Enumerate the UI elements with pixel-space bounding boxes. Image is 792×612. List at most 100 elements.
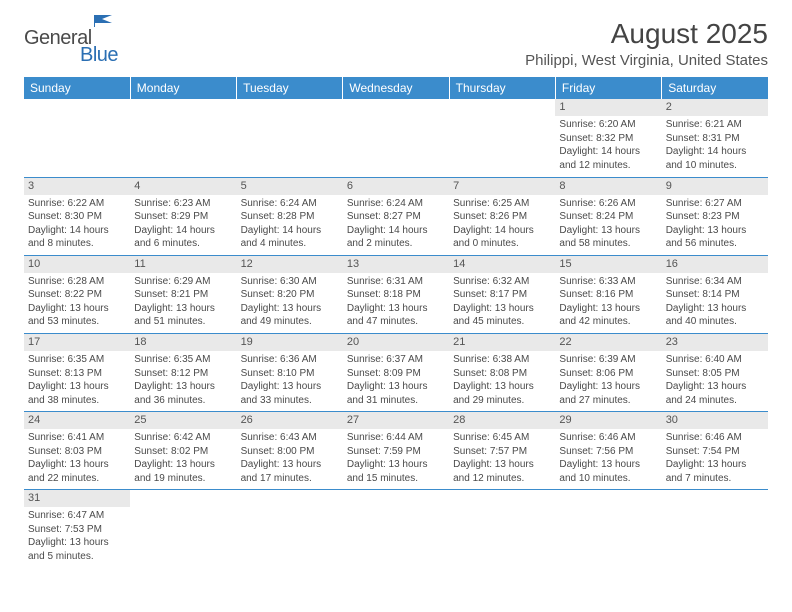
day-details: Sunrise: 6:20 AMSunset: 8:32 PMDaylight:… [555, 116, 661, 176]
daylight-text: Daylight: 14 hours and 2 minutes. [347, 224, 445, 251]
logo-text-blue: Blue [80, 44, 118, 67]
calendar-day-cell: 21Sunrise: 6:38 AMSunset: 8:08 PMDayligh… [449, 333, 555, 411]
calendar-day-cell: 23Sunrise: 6:40 AMSunset: 8:05 PMDayligh… [662, 333, 768, 411]
daylight-text: Daylight: 13 hours and 19 minutes. [134, 458, 232, 485]
calendar-day-cell: 29Sunrise: 6:46 AMSunset: 7:56 PMDayligh… [555, 412, 661, 490]
daylight-text: Daylight: 13 hours and 47 minutes. [347, 302, 445, 329]
day-number: 11 [130, 256, 236, 273]
sunset-text: Sunset: 8:03 PM [28, 445, 126, 459]
title-block: August 2025 Philippi, West Virginia, Uni… [525, 18, 768, 75]
calendar-week-row: 10Sunrise: 6:28 AMSunset: 8:22 PMDayligh… [24, 255, 768, 333]
day-details: Sunrise: 6:45 AMSunset: 7:57 PMDaylight:… [449, 429, 555, 489]
sunset-text: Sunset: 7:56 PM [559, 445, 657, 459]
daylight-text: Daylight: 14 hours and 6 minutes. [134, 224, 232, 251]
day-number: 31 [24, 490, 130, 507]
sunset-text: Sunset: 8:06 PM [559, 367, 657, 381]
daylight-text: Daylight: 13 hours and 24 minutes. [666, 380, 764, 407]
day-details: Sunrise: 6:23 AMSunset: 8:29 PMDaylight:… [130, 195, 236, 255]
day-number: 19 [237, 334, 343, 351]
day-number: 14 [449, 256, 555, 273]
day-number: 30 [662, 412, 768, 429]
sunrise-text: Sunrise: 6:22 AM [28, 197, 126, 211]
day-number: 8 [555, 178, 661, 195]
calendar-day-cell: 6Sunrise: 6:24 AMSunset: 8:27 PMDaylight… [343, 177, 449, 255]
sunrise-text: Sunrise: 6:27 AM [666, 197, 764, 211]
day-number: 12 [237, 256, 343, 273]
logo: GeneralBlue [24, 18, 118, 67]
sunrise-text: Sunrise: 6:36 AM [241, 353, 339, 367]
sunrise-text: Sunrise: 6:42 AM [134, 431, 232, 445]
calendar-empty-cell [449, 99, 555, 177]
calendar-page: GeneralBlue August 2025 Philippi, West V… [0, 0, 792, 578]
day-number: 18 [130, 334, 236, 351]
daylight-text: Daylight: 13 hours and 7 minutes. [666, 458, 764, 485]
day-number: 7 [449, 178, 555, 195]
sunrise-text: Sunrise: 6:46 AM [559, 431, 657, 445]
sunset-text: Sunset: 8:17 PM [453, 288, 551, 302]
daylight-text: Daylight: 13 hours and 22 minutes. [28, 458, 126, 485]
daylight-text: Daylight: 13 hours and 10 minutes. [559, 458, 657, 485]
sunset-text: Sunset: 8:13 PM [28, 367, 126, 381]
sunrise-text: Sunrise: 6:29 AM [134, 275, 232, 289]
day-details: Sunrise: 6:38 AMSunset: 8:08 PMDaylight:… [449, 351, 555, 411]
calendar-table: SundayMondayTuesdayWednesdayThursdayFrid… [24, 77, 768, 568]
day-details: Sunrise: 6:27 AMSunset: 8:23 PMDaylight:… [662, 195, 768, 255]
weekday-header-row: SundayMondayTuesdayWednesdayThursdayFrid… [24, 77, 768, 99]
calendar-day-cell: 18Sunrise: 6:35 AMSunset: 8:12 PMDayligh… [130, 333, 236, 411]
sunset-text: Sunset: 8:27 PM [347, 210, 445, 224]
day-details: Sunrise: 6:40 AMSunset: 8:05 PMDaylight:… [662, 351, 768, 411]
calendar-day-cell: 12Sunrise: 6:30 AMSunset: 8:20 PMDayligh… [237, 255, 343, 333]
day-details: Sunrise: 6:46 AMSunset: 7:54 PMDaylight:… [662, 429, 768, 489]
calendar-day-cell: 13Sunrise: 6:31 AMSunset: 8:18 PMDayligh… [343, 255, 449, 333]
sunrise-text: Sunrise: 6:45 AM [453, 431, 551, 445]
calendar-empty-cell [449, 490, 555, 568]
day-number: 17 [24, 334, 130, 351]
day-details: Sunrise: 6:35 AMSunset: 8:12 PMDaylight:… [130, 351, 236, 411]
daylight-text: Daylight: 13 hours and 17 minutes. [241, 458, 339, 485]
sunrise-text: Sunrise: 6:37 AM [347, 353, 445, 367]
sunset-text: Sunset: 8:31 PM [666, 132, 764, 146]
daylight-text: Daylight: 13 hours and 42 minutes. [559, 302, 657, 329]
sunset-text: Sunset: 8:20 PM [241, 288, 339, 302]
daylight-text: Daylight: 13 hours and 38 minutes. [28, 380, 126, 407]
calendar-day-cell: 30Sunrise: 6:46 AMSunset: 7:54 PMDayligh… [662, 412, 768, 490]
daylight-text: Daylight: 13 hours and 33 minutes. [241, 380, 339, 407]
daylight-text: Daylight: 13 hours and 45 minutes. [453, 302, 551, 329]
sunset-text: Sunset: 8:00 PM [241, 445, 339, 459]
sunset-text: Sunset: 8:24 PM [559, 210, 657, 224]
day-number: 6 [343, 178, 449, 195]
day-details: Sunrise: 6:39 AMSunset: 8:06 PMDaylight:… [555, 351, 661, 411]
calendar-day-cell: 14Sunrise: 6:32 AMSunset: 8:17 PMDayligh… [449, 255, 555, 333]
weekday-header: Friday [555, 77, 661, 99]
day-details: Sunrise: 6:42 AMSunset: 8:02 PMDaylight:… [130, 429, 236, 489]
sunrise-text: Sunrise: 6:41 AM [28, 431, 126, 445]
calendar-empty-cell [662, 490, 768, 568]
sunset-text: Sunset: 8:10 PM [241, 367, 339, 381]
calendar-week-row: 1Sunrise: 6:20 AMSunset: 8:32 PMDaylight… [24, 99, 768, 177]
calendar-empty-cell [555, 490, 661, 568]
calendar-day-cell: 15Sunrise: 6:33 AMSunset: 8:16 PMDayligh… [555, 255, 661, 333]
daylight-text: Daylight: 13 hours and 5 minutes. [28, 536, 126, 563]
calendar-week-row: 3Sunrise: 6:22 AMSunset: 8:30 PMDaylight… [24, 177, 768, 255]
day-details: Sunrise: 6:46 AMSunset: 7:56 PMDaylight:… [555, 429, 661, 489]
day-number: 4 [130, 178, 236, 195]
calendar-empty-cell [237, 490, 343, 568]
month-title: August 2025 [525, 18, 768, 50]
daylight-text: Daylight: 14 hours and 0 minutes. [453, 224, 551, 251]
calendar-day-cell: 24 Sunrise: 6:41 AMSunset: 8:03 PMDayligh… [24, 412, 130, 490]
sunset-text: Sunset: 8:23 PM [666, 210, 764, 224]
calendar-day-cell: 28Sunrise: 6:45 AMSunset: 7:57 PMDayligh… [449, 412, 555, 490]
day-number: 2 [662, 99, 768, 116]
sunset-text: Sunset: 8:30 PM [28, 210, 126, 224]
calendar-week-row: 31Sunrise: 6:47 AMSunset: 7:53 PMDayligh… [24, 490, 768, 568]
day-number: 21 [449, 334, 555, 351]
day-number: 24 [24, 412, 130, 429]
day-number: 25 [130, 412, 236, 429]
calendar-week-row: 17Sunrise: 6:35 AMSunset: 8:13 PMDayligh… [24, 333, 768, 411]
sunrise-text: Sunrise: 6:21 AM [666, 118, 764, 132]
daylight-text: Daylight: 13 hours and 31 minutes. [347, 380, 445, 407]
flag-icon [94, 14, 114, 32]
day-number: 16 [662, 256, 768, 273]
sunset-text: Sunset: 8:32 PM [559, 132, 657, 146]
sunrise-text: Sunrise: 6:31 AM [347, 275, 445, 289]
